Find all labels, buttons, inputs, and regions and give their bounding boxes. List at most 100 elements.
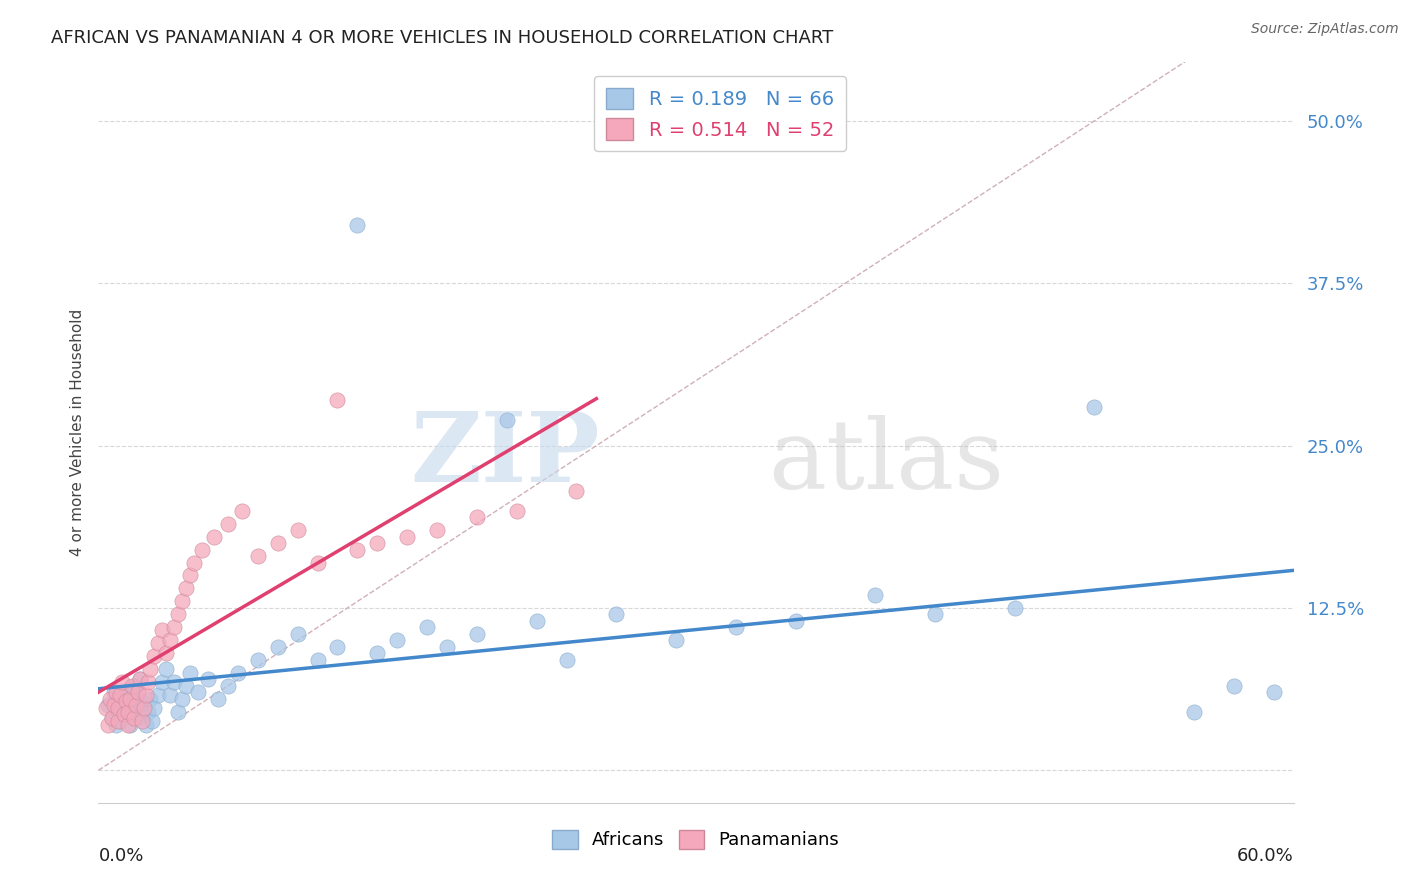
Point: [148, 636, 170, 650]
Point: [111, 675, 134, 690]
Point: [179, 665, 201, 680]
Point: [167, 705, 190, 719]
Point: [366, 647, 388, 661]
Point: [155, 662, 177, 676]
Point: [129, 673, 152, 687]
Point: [665, 633, 688, 648]
Point: [139, 662, 162, 676]
Point: [120, 692, 142, 706]
Point: [115, 694, 138, 708]
Point: [246, 549, 269, 563]
Point: [1004, 601, 1026, 615]
Point: [287, 627, 309, 641]
Point: [135, 688, 157, 702]
Point: [148, 688, 170, 702]
Point: [150, 675, 173, 690]
Legend: Africans, Panamanians: Africans, Panamanians: [546, 823, 846, 856]
Point: [125, 698, 148, 713]
Point: [183, 556, 205, 570]
Point: [115, 708, 138, 723]
Point: [167, 607, 190, 622]
Point: [172, 594, 194, 608]
Point: [159, 633, 181, 648]
Point: [191, 542, 214, 557]
Point: [495, 412, 517, 426]
Point: [110, 688, 132, 702]
Point: [96, 701, 118, 715]
Point: [143, 701, 166, 715]
Point: [187, 685, 209, 699]
Point: [120, 718, 142, 732]
Point: [1182, 705, 1205, 719]
Point: [416, 620, 439, 634]
Point: [117, 696, 139, 710]
Point: [121, 679, 143, 693]
Point: [163, 675, 186, 690]
Point: [141, 714, 163, 728]
Point: [174, 679, 197, 693]
Point: [346, 218, 368, 232]
Point: [97, 718, 120, 732]
Point: [326, 393, 349, 408]
Point: [307, 653, 329, 667]
Point: [136, 705, 159, 719]
Point: [385, 633, 409, 648]
Point: [267, 536, 290, 550]
Point: [159, 688, 181, 702]
Point: [112, 707, 135, 722]
Point: [179, 568, 201, 582]
Point: [526, 614, 548, 628]
Point: [103, 685, 125, 699]
Point: [287, 523, 309, 537]
Point: [436, 640, 458, 654]
Point: [117, 705, 139, 719]
Point: [121, 705, 143, 719]
Point: [163, 620, 186, 634]
Point: [785, 614, 807, 628]
Point: [1263, 685, 1285, 699]
Point: [110, 714, 132, 728]
Point: [150, 623, 173, 637]
Point: [127, 685, 149, 699]
Point: [465, 627, 488, 641]
Point: [134, 701, 156, 715]
Point: [107, 714, 129, 728]
Point: [124, 711, 146, 725]
Point: [105, 685, 128, 699]
Point: [172, 692, 194, 706]
Point: [117, 718, 139, 732]
Point: [101, 711, 124, 725]
Point: [155, 647, 177, 661]
Point: [346, 542, 368, 557]
Point: [426, 523, 449, 537]
Point: [101, 711, 124, 725]
Text: 0.0%: 0.0%: [98, 847, 143, 865]
Point: [143, 648, 166, 663]
Point: [124, 692, 146, 706]
Point: [724, 620, 747, 634]
Point: [98, 692, 122, 706]
Text: ZIP: ZIP: [411, 408, 600, 502]
Point: [465, 510, 488, 524]
Point: [127, 698, 149, 713]
Point: [197, 673, 219, 687]
Point: [396, 529, 419, 543]
Point: [103, 698, 125, 713]
Text: atlas: atlas: [768, 416, 1004, 509]
Point: [117, 682, 139, 697]
Point: [565, 484, 588, 499]
Point: [124, 679, 146, 693]
Point: [107, 701, 129, 715]
Point: [97, 698, 120, 713]
Point: [127, 685, 149, 699]
Point: [1223, 679, 1246, 693]
Text: AFRICAN VS PANAMANIAN 4 OR MORE VEHICLES IN HOUSEHOLD CORRELATION CHART: AFRICAN VS PANAMANIAN 4 OR MORE VEHICLES…: [51, 29, 832, 47]
Point: [112, 688, 135, 702]
Point: [135, 718, 157, 732]
Point: [202, 529, 225, 543]
Point: [131, 714, 153, 728]
Point: [1083, 400, 1105, 414]
Point: [134, 696, 156, 710]
Point: [865, 588, 887, 602]
Point: [506, 503, 529, 517]
